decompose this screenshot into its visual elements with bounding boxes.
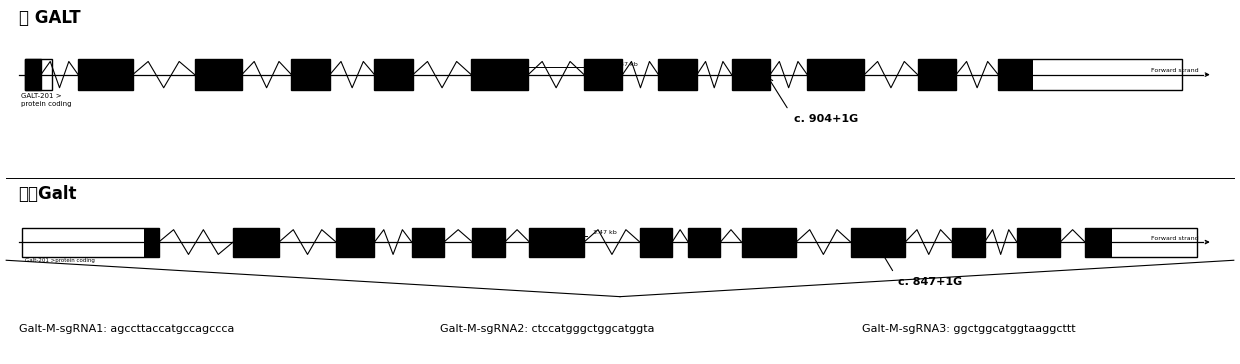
Bar (584, 59, 622, 90)
Text: Forward strand: Forward strand (1152, 236, 1199, 241)
Bar (22, 228, 159, 257)
Bar (998, 59, 1182, 90)
Bar (233, 228, 279, 257)
Text: Galt-201 >protein coding: Galt-201 >protein coding (25, 258, 94, 264)
Bar (851, 228, 905, 257)
Bar (732, 59, 770, 90)
Bar (1017, 228, 1060, 257)
Text: GALT-201 >
protein coding: GALT-201 > protein coding (21, 93, 72, 107)
Bar (952, 228, 985, 257)
Text: c. 904+1G: c. 904+1G (794, 114, 858, 124)
Bar (336, 228, 374, 257)
Text: 3.47 kb: 3.47 kb (593, 230, 616, 235)
Bar (471, 59, 528, 90)
Text: Galt-M-sgRNA3: ggctggcatggtaaggcttt: Galt-M-sgRNA3: ggctggcatggtaaggcttt (862, 324, 1075, 335)
Bar (291, 59, 330, 90)
Text: Forward strand: Forward strand (1152, 68, 1199, 73)
Bar (25, 59, 41, 90)
Text: 小鼠Galt: 小鼠Galt (19, 185, 77, 203)
Bar (918, 59, 956, 90)
Bar (998, 59, 1033, 90)
Bar (1085, 228, 1112, 257)
Bar (688, 228, 720, 257)
Bar (640, 228, 672, 257)
Bar (144, 228, 159, 257)
Bar (412, 228, 444, 257)
Bar (529, 228, 584, 257)
Bar (25, 59, 52, 90)
Text: 人 GALT: 人 GALT (19, 9, 81, 27)
Bar (742, 228, 796, 257)
Bar (78, 59, 133, 90)
Bar (1085, 228, 1197, 257)
Text: 4.37 kb: 4.37 kb (614, 62, 637, 67)
Bar (195, 59, 242, 90)
Bar (374, 59, 413, 90)
Text: Galt-M-sgRNA1: agccttaccatgccagccca: Galt-M-sgRNA1: agccttaccatgccagccca (19, 324, 234, 335)
Bar (658, 59, 697, 90)
Text: c. 847+1G: c. 847+1G (898, 277, 962, 286)
Bar (472, 228, 505, 257)
Bar (807, 59, 864, 90)
Text: Galt-M-sgRNA2: ctccatgggctggcatggta: Galt-M-sgRNA2: ctccatgggctggcatggta (440, 324, 655, 335)
